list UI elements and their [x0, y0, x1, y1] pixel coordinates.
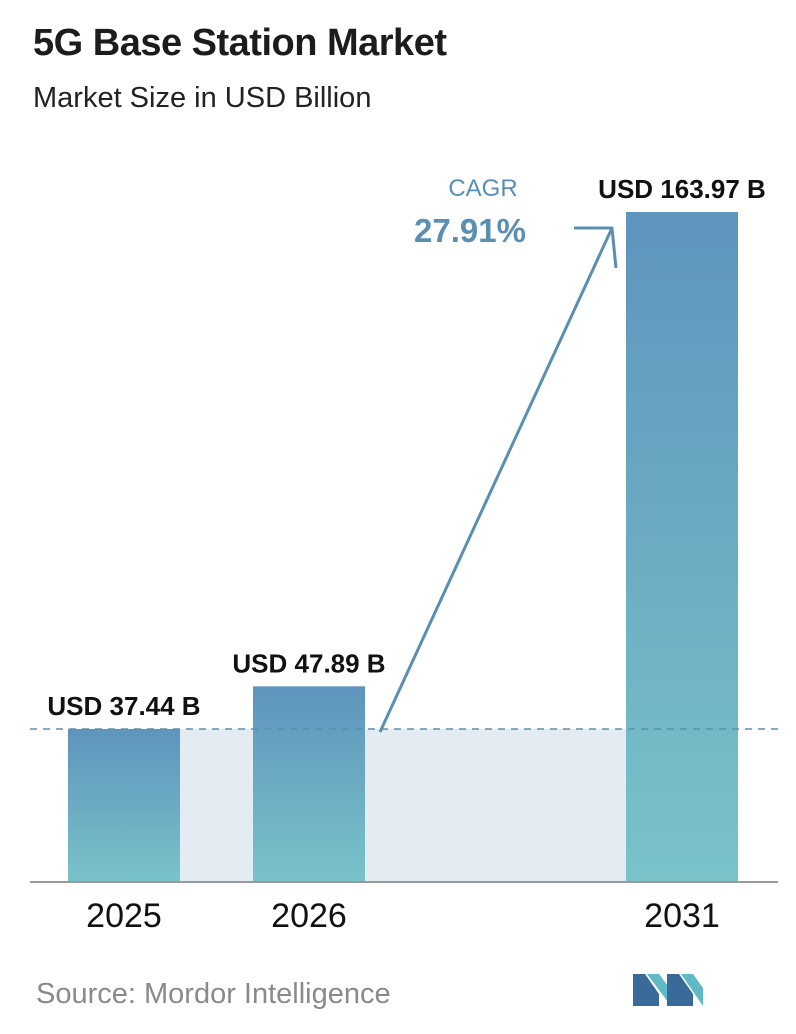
category-label-2025: 2025	[86, 897, 162, 935]
reference-band	[124, 729, 682, 882]
cagr-arrow	[378, 226, 618, 733]
bar-2031	[626, 212, 738, 882]
cagr-value: 27.91%	[414, 212, 526, 249]
chart-title: 5G Base Station Market	[33, 22, 447, 64]
cagr-label: CAGR	[448, 175, 517, 202]
bar-value-label-2026: USD 47.89 B	[232, 648, 385, 678]
source-text: Source: Mordor Intelligence	[36, 978, 391, 1010]
bar-2025	[68, 729, 180, 882]
mordor-intelligence-logo-icon	[633, 974, 703, 1006]
bar-chart: CAGR 27.91% USD 37.44 B 2025 USD 47.89 B 20…	[30, 174, 780, 935]
category-label-2026: 2026	[271, 897, 347, 935]
category-label-2031: 2031	[644, 897, 720, 935]
chart-subtitle: Market Size in USD Billion	[33, 82, 372, 114]
bar-value-label-2025: USD 37.44 B	[47, 691, 200, 721]
bar-value-label-2031: USD 163.97 B	[598, 174, 766, 204]
bar-2026	[253, 686, 365, 882]
